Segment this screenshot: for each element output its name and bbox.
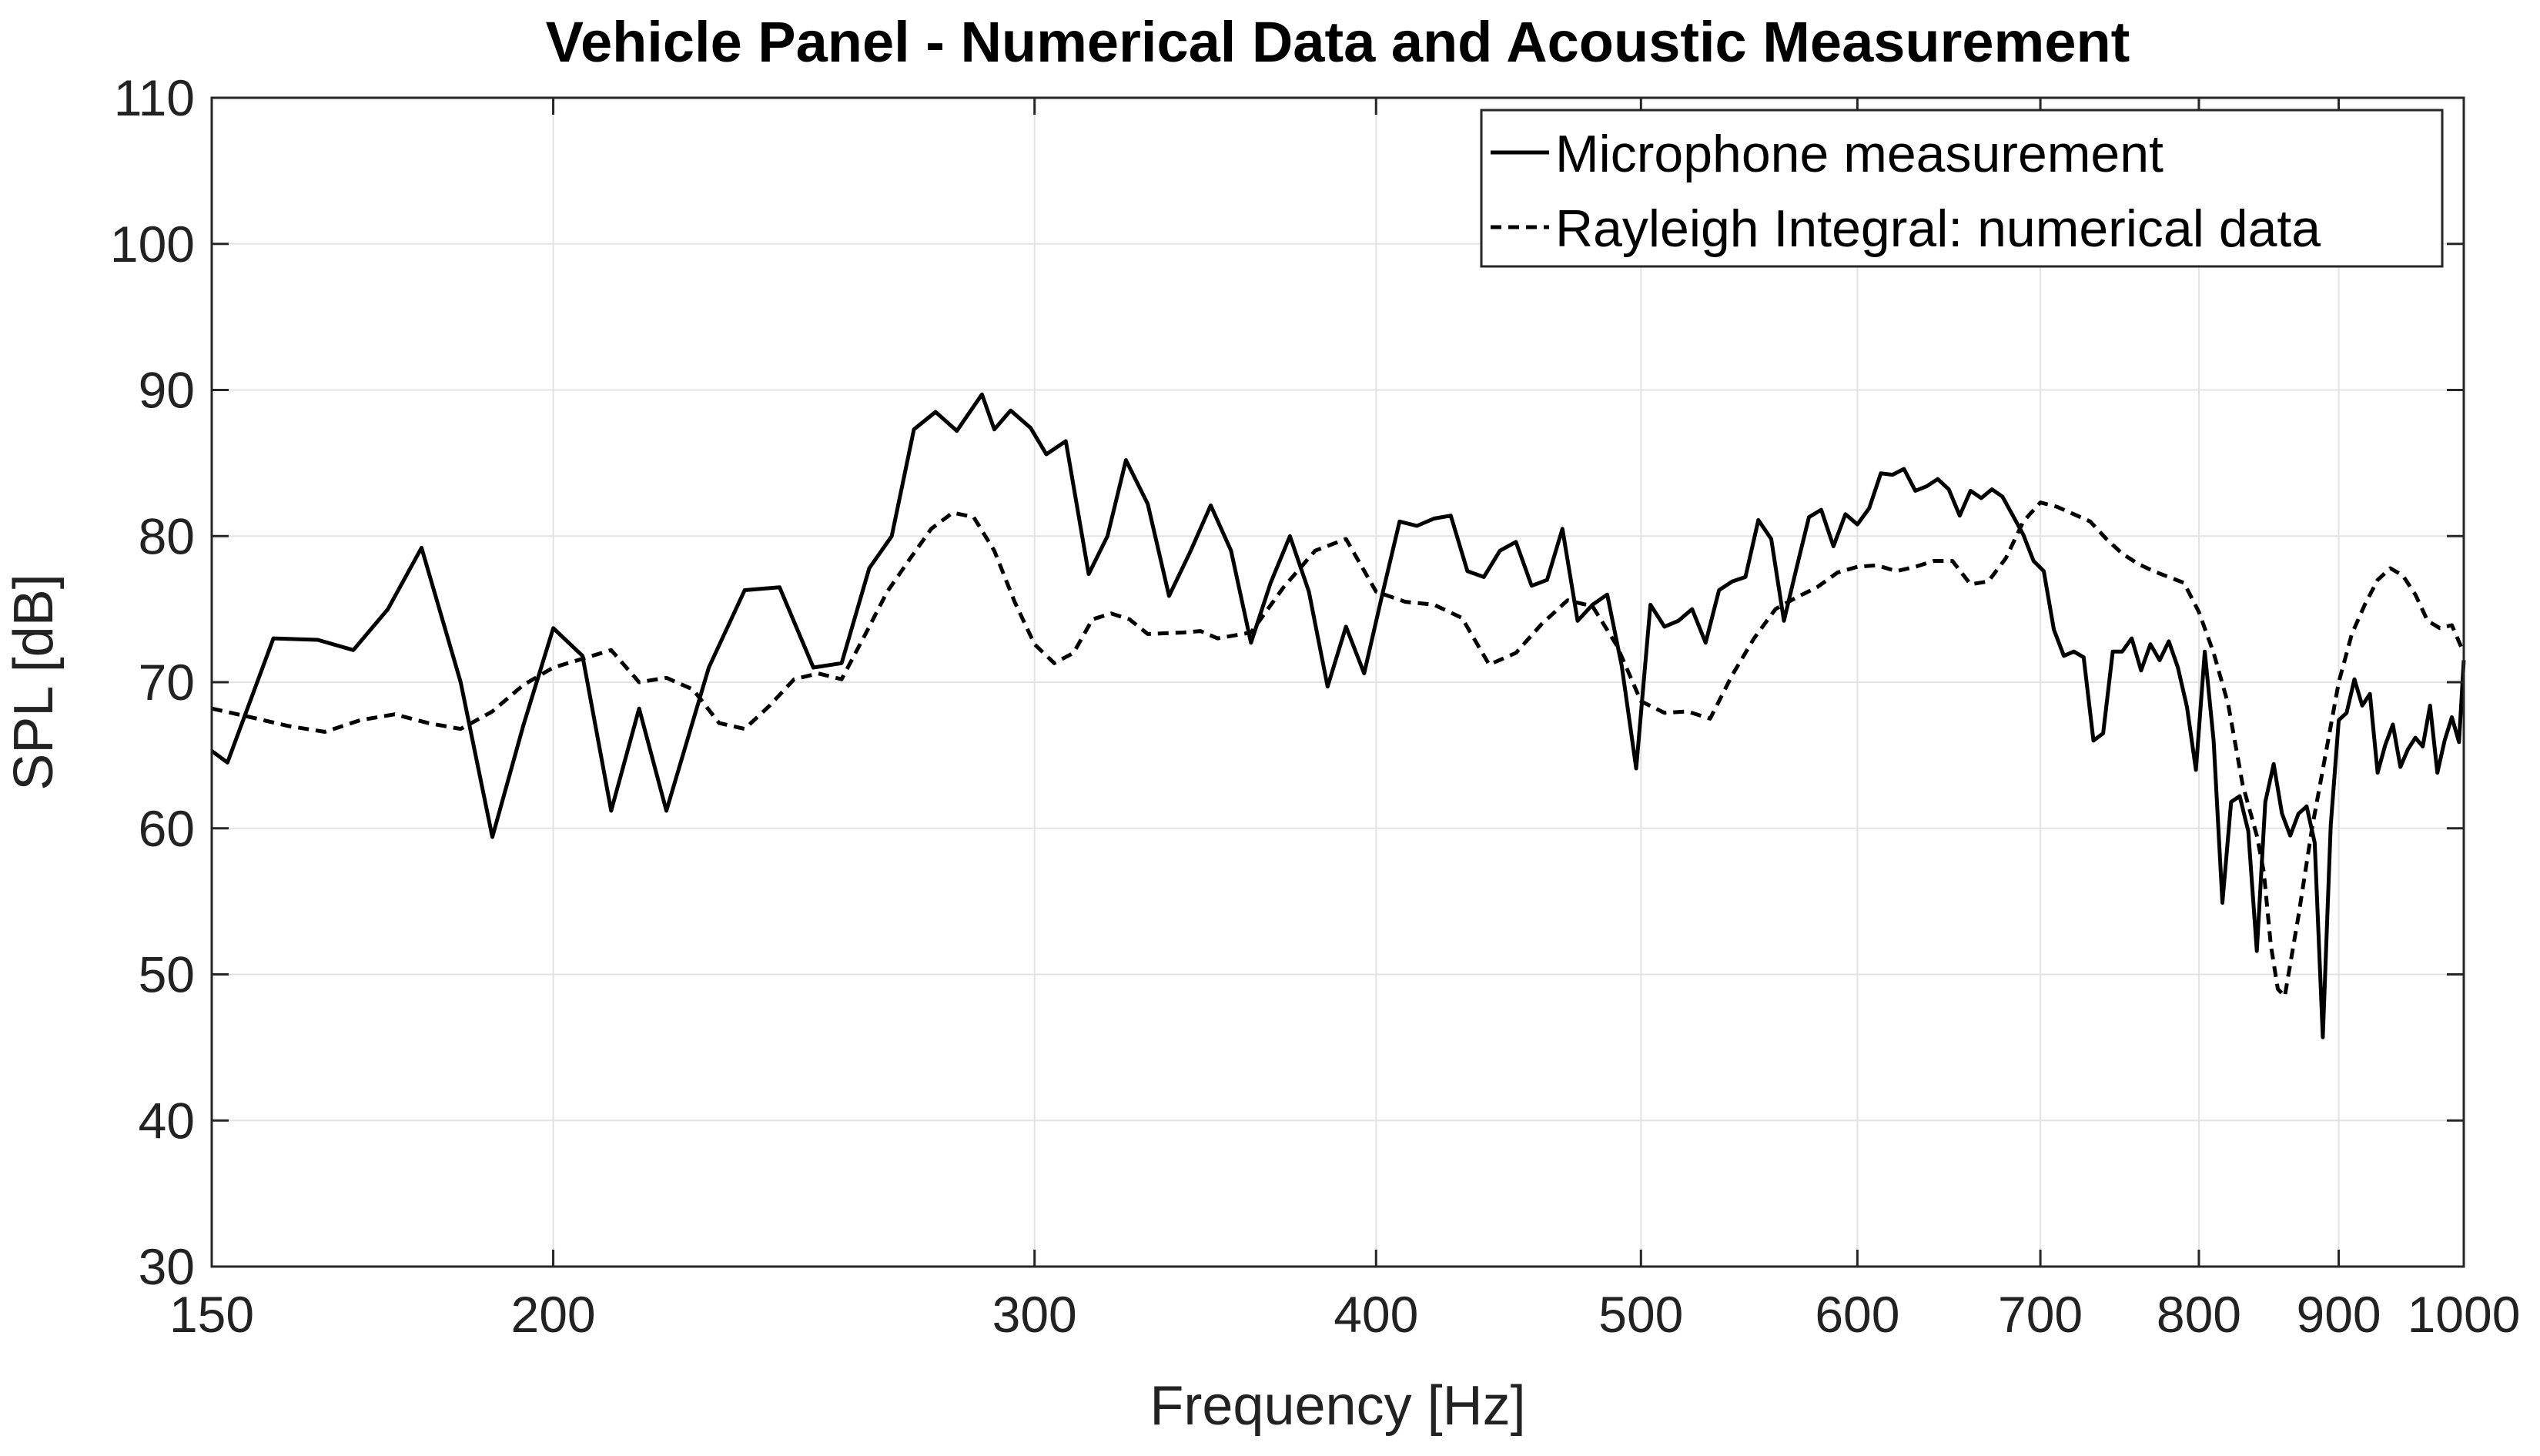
x-tick-label: 200 — [510, 1286, 595, 1343]
grid-layer — [212, 98, 2464, 1267]
y-tick-label: 80 — [139, 507, 195, 564]
x-axis-label: Frequency [Hz] — [1150, 1375, 1525, 1437]
series-line-microphone — [210, 392, 2466, 1039]
y-tick-label: 40 — [139, 1092, 195, 1149]
x-tick-label: 150 — [169, 1286, 254, 1343]
x-tick-label: 300 — [992, 1286, 1077, 1343]
series-layer — [210, 392, 2466, 1039]
x-tick-label: 1000 — [2408, 1286, 2521, 1343]
y-tick-label: 100 — [110, 216, 195, 273]
legend-box — [1480, 109, 2444, 268]
y-tick-label: 60 — [139, 800, 195, 857]
legend-label-microphone: Microphone measurement — [1555, 125, 2164, 183]
x-tick-label: 700 — [1998, 1286, 2083, 1343]
series-line-rayleigh — [211, 500, 2466, 999]
y-tick-label: 50 — [139, 946, 195, 1003]
x-tick-label: 800 — [2157, 1286, 2241, 1343]
y-tick-label: 110 — [114, 69, 195, 126]
legend-label-rayleigh: Rayleigh Integral: numerical data — [1555, 199, 2321, 258]
y-tick-label: 90 — [139, 362, 195, 419]
tick-layer: 30 40 50 60 70 80 90 100 110 150 200 300 400 500 600 70… — [110, 69, 2521, 1343]
x-tick-label: 400 — [1334, 1286, 1418, 1343]
legend: Microphone measurement Rayleigh Integral… — [1480, 109, 2444, 268]
chart-title: Vehicle Panel - Numerical Data and Acous… — [546, 10, 2130, 74]
x-tick-label: 500 — [1598, 1286, 1683, 1343]
x-tick-label: 600 — [1815, 1286, 1899, 1343]
x-tick-label: 900 — [2296, 1286, 2381, 1343]
y-axis-label: SPL [dB] — [3, 574, 65, 791]
y-tick-label: 70 — [139, 654, 195, 711]
y-tick-label: 30 — [139, 1238, 195, 1295]
